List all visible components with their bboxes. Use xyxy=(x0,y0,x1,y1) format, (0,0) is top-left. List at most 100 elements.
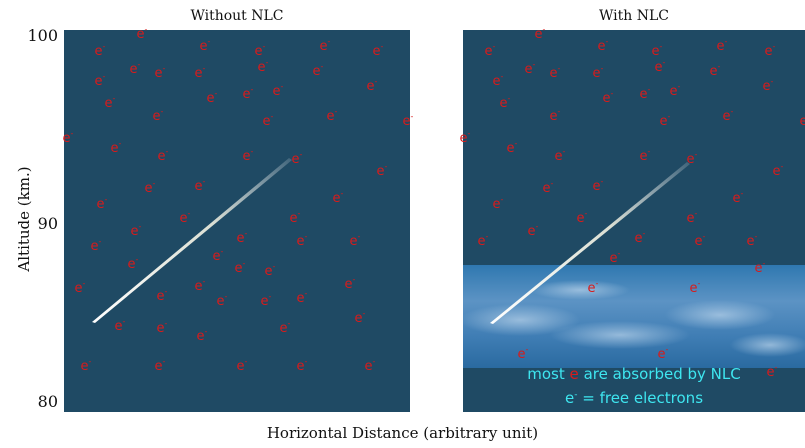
free-electron-marker: e- xyxy=(747,232,758,249)
free-electron-marker: e- xyxy=(105,94,116,111)
free-electron-marker: e- xyxy=(555,147,566,164)
free-electron-marker: e- xyxy=(367,77,378,94)
free-electron-marker: e- xyxy=(755,259,766,276)
legend-definition-text: = free electrons xyxy=(582,389,704,407)
free-electron-marker: e- xyxy=(75,279,86,296)
free-electron-marker: e- xyxy=(195,64,206,81)
free-electron-marker: e- xyxy=(767,363,778,380)
free-electron-marker: e- xyxy=(765,42,776,59)
free-electron-marker: e- xyxy=(690,279,701,296)
free-electron-marker: e- xyxy=(313,62,324,79)
free-electron-marker: e- xyxy=(153,107,164,124)
free-electron-marker: e- xyxy=(695,232,706,249)
free-electron-marker: e- xyxy=(235,259,246,276)
free-electron-marker: e- xyxy=(297,357,308,374)
free-electron-marker: e- xyxy=(297,232,308,249)
free-electron-marker: e- xyxy=(261,292,272,309)
free-electron-marker: e- xyxy=(687,209,698,226)
meteor-trail-left xyxy=(92,158,292,323)
free-electron-marker: e- xyxy=(518,345,529,362)
free-electron-marker: e- xyxy=(180,209,191,226)
right-panel-title: With NLC xyxy=(599,8,669,24)
free-electron-marker: e- xyxy=(800,112,805,129)
free-electron-marker: e- xyxy=(687,150,698,167)
free-electron-marker: e- xyxy=(91,237,102,254)
free-electron-marker: e- xyxy=(273,82,284,99)
free-electron-marker: e- xyxy=(292,150,303,167)
free-electron-marker: e- xyxy=(131,222,142,239)
free-electron-marker: e- xyxy=(290,209,301,226)
free-electron-marker: e- xyxy=(640,85,651,102)
nlc-cloud-band xyxy=(460,265,805,368)
free-electron-marker: e- xyxy=(243,85,254,102)
free-electron-marker: e- xyxy=(593,177,604,194)
free-electron-marker: e- xyxy=(258,58,269,75)
free-electron-marker: e- xyxy=(670,82,681,99)
free-electron-marker: e- xyxy=(528,222,539,239)
free-electron-marker: e- xyxy=(550,107,561,124)
legend-definition-line: e- = free electrons xyxy=(463,389,805,407)
free-electron-marker: e- xyxy=(525,60,536,77)
free-electron-marker: e- xyxy=(263,112,274,129)
free-electron-marker: e- xyxy=(763,77,774,94)
free-electron-marker: e- xyxy=(237,357,248,374)
free-electron-marker: e- xyxy=(593,64,604,81)
free-electron-marker: e- xyxy=(500,94,511,111)
x-axis-label: Horizontal Distance (arbitrary unit) xyxy=(266,424,539,442)
free-electron-marker: e- xyxy=(95,42,106,59)
y-tick-90: 90 xyxy=(37,214,58,233)
free-electron-marker: e- xyxy=(377,162,388,179)
free-electron-marker: e- xyxy=(97,195,108,212)
y-tick-80: 80 xyxy=(37,392,58,411)
free-electron-marker: e- xyxy=(658,345,669,362)
free-electron-marker: e- xyxy=(577,209,588,226)
free-electron-marker: e- xyxy=(543,179,554,196)
free-electron-marker: e- xyxy=(403,112,414,129)
free-electron-marker: e- xyxy=(217,292,228,309)
free-electron-marker: e- xyxy=(535,25,546,42)
free-electron-marker: e- xyxy=(130,60,141,77)
free-electron-marker: e- xyxy=(280,319,291,336)
free-electron-marker: e- xyxy=(158,147,169,164)
free-electron-marker: e- xyxy=(652,42,663,59)
free-electron-marker: e- xyxy=(598,37,609,54)
free-electron-marker: e- xyxy=(195,277,206,294)
meteor-trail-right xyxy=(490,162,690,324)
free-electron-marker: e- xyxy=(207,89,218,106)
free-electron-marker: e- xyxy=(493,195,504,212)
free-electron-marker: e- xyxy=(157,319,168,336)
left-panel-title: Without NLC xyxy=(190,8,284,24)
free-electron-marker: e- xyxy=(365,357,376,374)
free-electron-marker: e- xyxy=(265,262,276,279)
free-electron-marker: e- xyxy=(81,357,92,374)
free-electron-marker: e- xyxy=(493,72,504,89)
free-electron-marker: e- xyxy=(485,42,496,59)
free-electron-marker: e- xyxy=(635,229,646,246)
free-electron-marker: e- xyxy=(200,37,211,54)
free-electron-marker: e- xyxy=(297,289,308,306)
free-electron-marker: e- xyxy=(128,255,139,272)
free-electron-marker: e- xyxy=(95,72,106,89)
legend-electron-symbol: e xyxy=(569,365,579,383)
free-electron-marker: e- xyxy=(115,317,126,334)
electrons-right-group: e-e-e-e-e-e-e-e-e-e-e-e-e-e-e-e-e-e-e-e-… xyxy=(460,25,805,380)
free-electron-marker: e- xyxy=(550,64,561,81)
free-electron-marker: e- xyxy=(723,107,734,124)
free-electron-marker: e- xyxy=(610,249,621,266)
legend-def-superscript: - xyxy=(574,390,578,400)
free-electron-marker: e- xyxy=(355,309,366,326)
free-electron-marker: e- xyxy=(213,247,224,264)
legend-absorbed-text: are absorbed by NLC xyxy=(583,365,741,383)
legend-def-electron: e xyxy=(564,389,575,407)
free-electron-marker: e- xyxy=(111,139,122,156)
free-electron-marker: e- xyxy=(345,275,356,292)
free-electron-marker: e- xyxy=(255,42,266,59)
y-tick-100: 100 xyxy=(27,26,58,45)
free-electron-marker: e- xyxy=(137,25,148,42)
free-electron-marker: e- xyxy=(333,189,344,206)
free-electron-marker: e- xyxy=(157,287,168,304)
free-electron-marker: e- xyxy=(588,279,599,296)
free-electron-marker: e- xyxy=(660,112,671,129)
legend-absorbed-line: most e are absorbed by NLC xyxy=(463,365,805,383)
